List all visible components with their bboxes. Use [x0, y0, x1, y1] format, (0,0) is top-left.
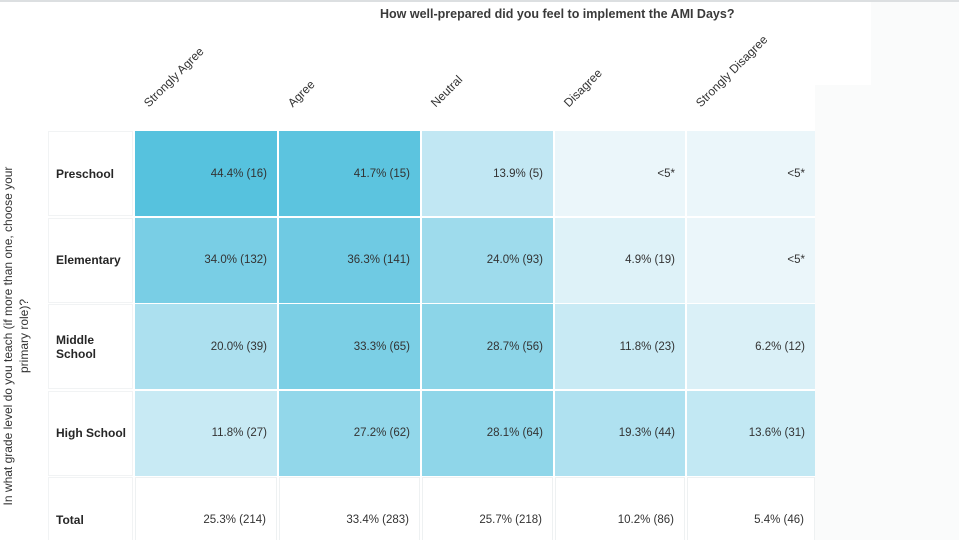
- heatmap-cell-middle-school-agree[interactable]: 33.3% (65): [279, 304, 420, 389]
- heatmap-cell-total-strongly-agree[interactable]: 25.3% (214): [135, 477, 277, 540]
- heatmap-cell-preschool-strongly-agree[interactable]: 44.4% (16): [135, 131, 277, 216]
- heatmap-cell-preschool-neutral[interactable]: 13.9% (5): [422, 131, 553, 216]
- heatmap-cell-high-school-agree[interactable]: 27.2% (62): [279, 390, 420, 476]
- chart-title: How well-prepared did you feel to implem…: [380, 7, 735, 21]
- heatmap-cell-total-strongly-disagree[interactable]: 5.4% (46): [687, 477, 815, 540]
- heatmap-cell-high-school-strongly-agree[interactable]: 11.8% (27): [135, 390, 277, 476]
- y-axis-label: In what grade level do you teach (if mor…: [0, 135, 34, 537]
- row-label-elementary: Elementary: [48, 217, 133, 303]
- heatmap-cell-total-agree[interactable]: 33.4% (283): [279, 477, 420, 540]
- heatmap-cell-preschool-agree[interactable]: 41.7% (15): [279, 131, 420, 216]
- heatmap-cell-middle-school-strongly-agree[interactable]: 20.0% (39): [135, 304, 277, 389]
- heatmap-cell-preschool-strongly-disagree[interactable]: <5*: [687, 131, 815, 216]
- heatmap-cell-elementary-strongly-agree[interactable]: 34.0% (132): [135, 217, 277, 303]
- heatmap-cell-middle-school-strongly-disagree[interactable]: 6.2% (12): [687, 304, 815, 389]
- heatmap-cell-high-school-strongly-disagree[interactable]: 13.6% (31): [687, 390, 815, 476]
- row-label-middle-school: Middle School: [48, 304, 133, 389]
- heatmap-cell-total-neutral[interactable]: 25.7% (218): [422, 477, 553, 540]
- heatmap-cell-elementary-neutral[interactable]: 24.0% (93): [422, 217, 553, 303]
- y-axis-label-line2: primary role)?: [17, 299, 31, 374]
- heatmap-cell-total-disagree[interactable]: 10.2% (86): [555, 477, 685, 540]
- heatmap-grid: Preschool 44.4% (16) 41.7% (15) 13.9% (5) <5…: [48, 131, 815, 540]
- chart-canvas-corner: [815, 2, 871, 85]
- heatmap-cell-middle-school-neutral[interactable]: 28.7% (56): [422, 304, 553, 389]
- heatmap-cell-middle-school-disagree[interactable]: 11.8% (23): [555, 304, 685, 389]
- y-axis-label-line1: In what grade level do you teach (if mor…: [1, 166, 15, 506]
- heatmap-cell-elementary-disagree[interactable]: 4.9% (19): [555, 217, 685, 303]
- row-label-total: Total: [48, 477, 133, 540]
- heatmap-cell-high-school-disagree[interactable]: 19.3% (44): [555, 390, 685, 476]
- row-label-high-school: High School: [48, 390, 133, 476]
- top-border: [0, 0, 959, 2]
- heatmap-cell-elementary-strongly-disagree[interactable]: <5*: [687, 217, 815, 303]
- heatmap-cell-high-school-neutral[interactable]: 28.1% (64): [422, 390, 553, 476]
- heatmap-cell-preschool-disagree[interactable]: <5*: [555, 131, 685, 216]
- heatmap-cell-elementary-agree[interactable]: 36.3% (141): [279, 217, 420, 303]
- row-label-preschool: Preschool: [48, 131, 133, 216]
